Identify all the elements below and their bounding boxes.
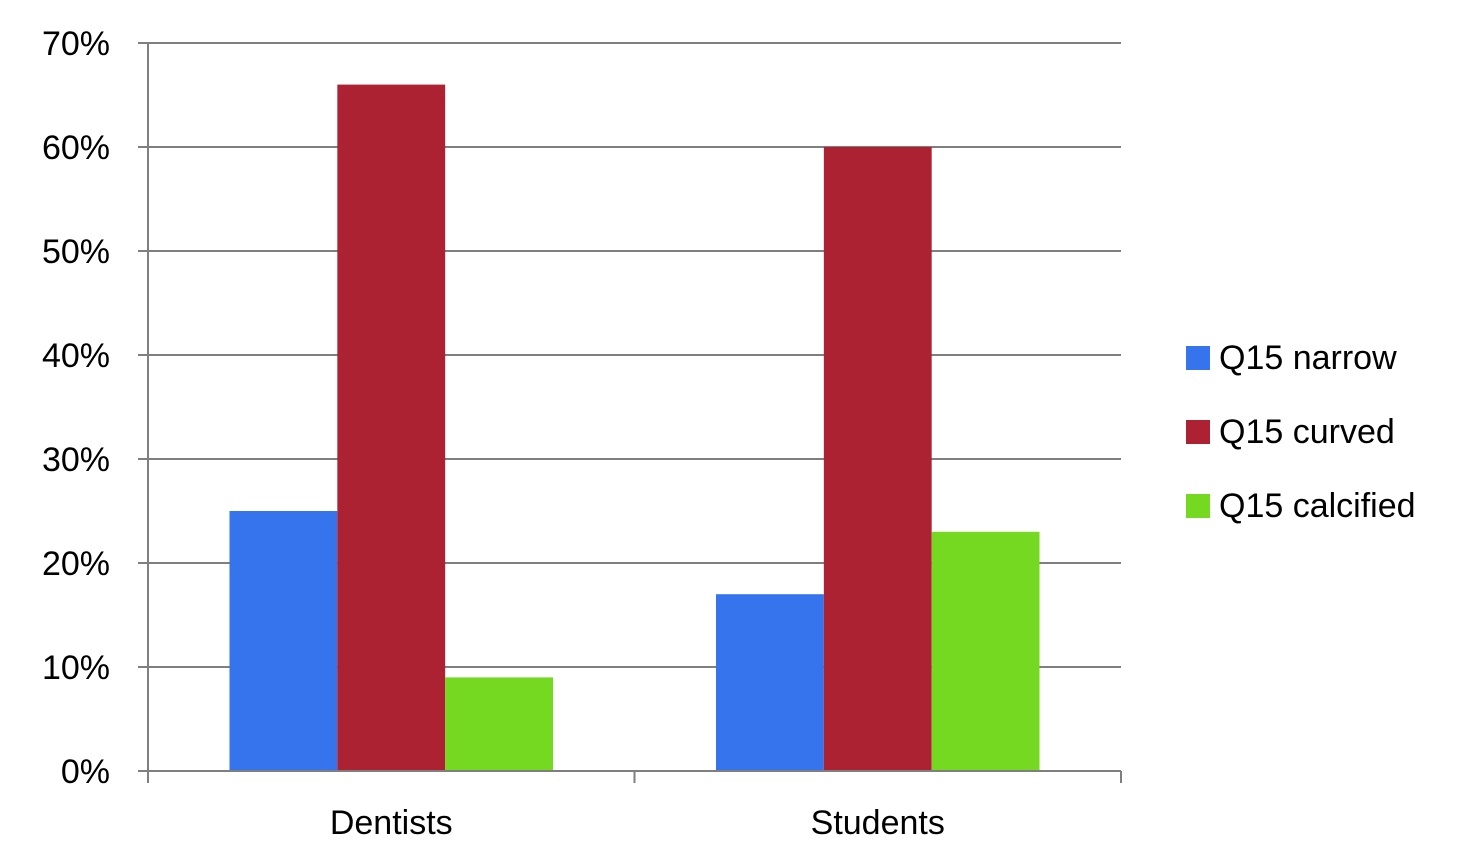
bar-q15-curved-dentists bbox=[337, 84, 446, 772]
legend-swatch bbox=[1186, 420, 1210, 444]
bar-q15-calcified-dentists bbox=[445, 677, 554, 771]
legend-label: Q15 curved bbox=[1219, 413, 1395, 451]
y-tick-label: 40% bbox=[42, 337, 110, 375]
y-tick-label: 50% bbox=[42, 233, 110, 271]
y-tick-label: 30% bbox=[42, 441, 110, 479]
axes bbox=[138, 42, 1122, 783]
y-tick-label: 70% bbox=[42, 25, 110, 63]
legend-label: Q15 narrow bbox=[1219, 339, 1397, 377]
y-tick-label: 10% bbox=[42, 649, 110, 687]
bar-q15-calcified-students bbox=[931, 531, 1040, 771]
bar-q15-narrow-students bbox=[715, 594, 824, 771]
x-tick-label: Students bbox=[811, 804, 945, 842]
y-tick-label: 0% bbox=[61, 753, 110, 791]
legend-swatch bbox=[1186, 346, 1210, 370]
bar-q15-narrow-dentists bbox=[229, 511, 338, 771]
y-tick-label: 20% bbox=[42, 545, 110, 583]
legend-item: Q15 curved bbox=[1186, 413, 1395, 451]
y-axis-tick-labels: 0% 10% 20% 30% 40% 50% 60% 70% bbox=[42, 25, 110, 791]
x-axis-tick-labels: Dentists Students bbox=[330, 804, 945, 842]
bars bbox=[229, 84, 1040, 772]
bar-q15-curved-students bbox=[823, 147, 932, 771]
legend-item: Q15 narrow bbox=[1186, 339, 1397, 377]
legend-label: Q15 calcified bbox=[1219, 487, 1416, 525]
legend-item: Q15 calcified bbox=[1186, 487, 1416, 525]
legend: Q15 narrow Q15 curved Q15 calcified bbox=[1186, 339, 1416, 525]
x-tick-label: Dentists bbox=[330, 804, 453, 842]
y-tick-label: 60% bbox=[42, 129, 110, 167]
legend-swatch bbox=[1186, 494, 1210, 518]
